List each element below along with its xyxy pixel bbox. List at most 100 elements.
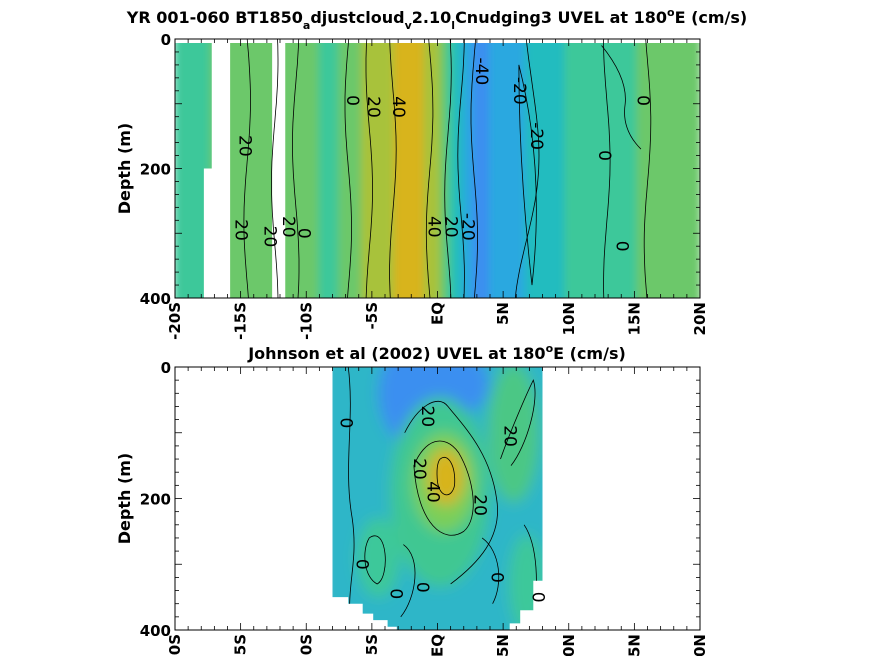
velocity-column — [587, 39, 593, 298]
top-panel: -20S -15S -10S -5S EQ 5N 10N 15N 20N0200400Depth… — [115, 6, 747, 340]
velocity-column — [689, 39, 695, 298]
velocity-column — [672, 39, 679, 298]
velocity-column — [295, 39, 301, 298]
velocity-column — [498, 39, 505, 298]
velocity-column — [534, 39, 541, 298]
velocity-column — [502, 39, 508, 298]
velocity-column — [318, 39, 324, 298]
velocity-column — [364, 39, 370, 298]
velocity-column — [662, 39, 669, 298]
contour-line — [603, 39, 611, 298]
velocity-column — [603, 39, 610, 298]
velocity-column — [180, 39, 186, 298]
contour-label: 20 — [500, 425, 520, 447]
x-tick-label: -5S — [363, 634, 381, 656]
velocity-column — [236, 39, 242, 298]
contour-label: -20 — [458, 213, 478, 241]
velocity-column — [324, 39, 331, 298]
velocity-column — [433, 39, 439, 298]
y-axis-label: Depth (m) — [115, 123, 134, 215]
velocity-column — [351, 39, 357, 298]
x-tick-label: EQ — [429, 302, 447, 325]
contour-label: 0 — [594, 150, 614, 161]
contour-line — [514, 39, 540, 298]
contour-label: 0 — [386, 588, 406, 599]
x-tick-label: 10N — [560, 302, 578, 335]
velocity-column — [669, 39, 675, 298]
velocity-column — [590, 39, 596, 298]
chart-title-part: v — [405, 19, 413, 32]
contour-label: 40 — [388, 96, 408, 118]
chart-title-part: Cnudging3 UVEL at 180 — [455, 8, 667, 27]
velocity-column — [262, 39, 268, 298]
velocity-column — [370, 39, 377, 298]
velocity-column — [594, 39, 600, 298]
velocity-column — [436, 39, 442, 298]
velocity-column — [292, 39, 298, 298]
contour-label: 20 — [363, 96, 383, 118]
velocity-column — [577, 39, 583, 298]
velocity-column — [521, 39, 528, 298]
velocity-column — [456, 39, 462, 298]
contour-line — [243, 39, 251, 298]
velocity-column — [242, 39, 249, 298]
velocity-column — [610, 39, 616, 298]
velocity-column — [321, 39, 327, 298]
velocity-column — [367, 39, 373, 298]
y-tick-label: 400 — [140, 622, 171, 640]
velocity-column — [633, 39, 639, 298]
velocity-column — [646, 39, 652, 298]
velocity-column — [256, 39, 262, 298]
x-tick-label: -15S — [232, 634, 250, 656]
velocity-column — [384, 39, 390, 298]
contour-label: 20 — [231, 219, 251, 241]
velocity-column — [249, 39, 255, 298]
contour-line — [364, 535, 386, 585]
velocity-column — [489, 39, 495, 298]
contour-label: 40 — [422, 481, 442, 503]
y-tick-label: 200 — [140, 161, 171, 179]
velocity-column — [567, 39, 574, 298]
contour-label: 20 — [278, 216, 298, 238]
missing-data-region — [203, 168, 231, 298]
velocity-column — [400, 39, 406, 298]
contour-line — [365, 39, 373, 298]
velocity-column — [246, 39, 252, 298]
contour-line — [518, 64, 537, 286]
velocity-column — [548, 39, 554, 298]
contour-line — [413, 440, 474, 536]
velocity-field — [175, 39, 700, 298]
contour-label: 20 — [441, 216, 461, 238]
velocity-column — [561, 39, 567, 298]
velocity-column — [639, 39, 646, 298]
velocity-column — [580, 39, 587, 298]
velocity-column — [259, 39, 265, 298]
y-tick-label: 400 — [140, 290, 171, 308]
velocity-column — [620, 39, 626, 298]
velocity-column — [334, 39, 341, 298]
velocity-column — [557, 39, 564, 298]
contour-line — [643, 39, 652, 298]
velocity-column — [643, 39, 649, 298]
chart-title-part: djustcloud — [310, 8, 404, 27]
y-axis-label: Depth (m) — [115, 453, 134, 545]
velocity-field — [332, 367, 543, 630]
chart-title-part: o — [667, 6, 675, 19]
velocity-column — [676, 39, 682, 298]
missing-data-region — [211, 39, 231, 169]
contour-label: 0 — [412, 582, 432, 593]
velocity-column — [397, 39, 403, 298]
velocity-column — [357, 39, 364, 298]
chart-title: Johnson et al (2002) UVEL at 180oE (cm/s… — [247, 342, 626, 363]
contour-line — [470, 39, 478, 298]
deep-patch — [356, 517, 401, 598]
x-tick-label: -20S — [166, 634, 184, 656]
contour-label: 20 — [235, 135, 255, 157]
velocity-column — [423, 39, 429, 298]
contour-line — [389, 39, 397, 298]
velocity-column — [574, 39, 580, 298]
chart-title-part: o — [546, 342, 554, 355]
velocity-column — [380, 39, 386, 298]
velocity-column — [685, 39, 692, 298]
